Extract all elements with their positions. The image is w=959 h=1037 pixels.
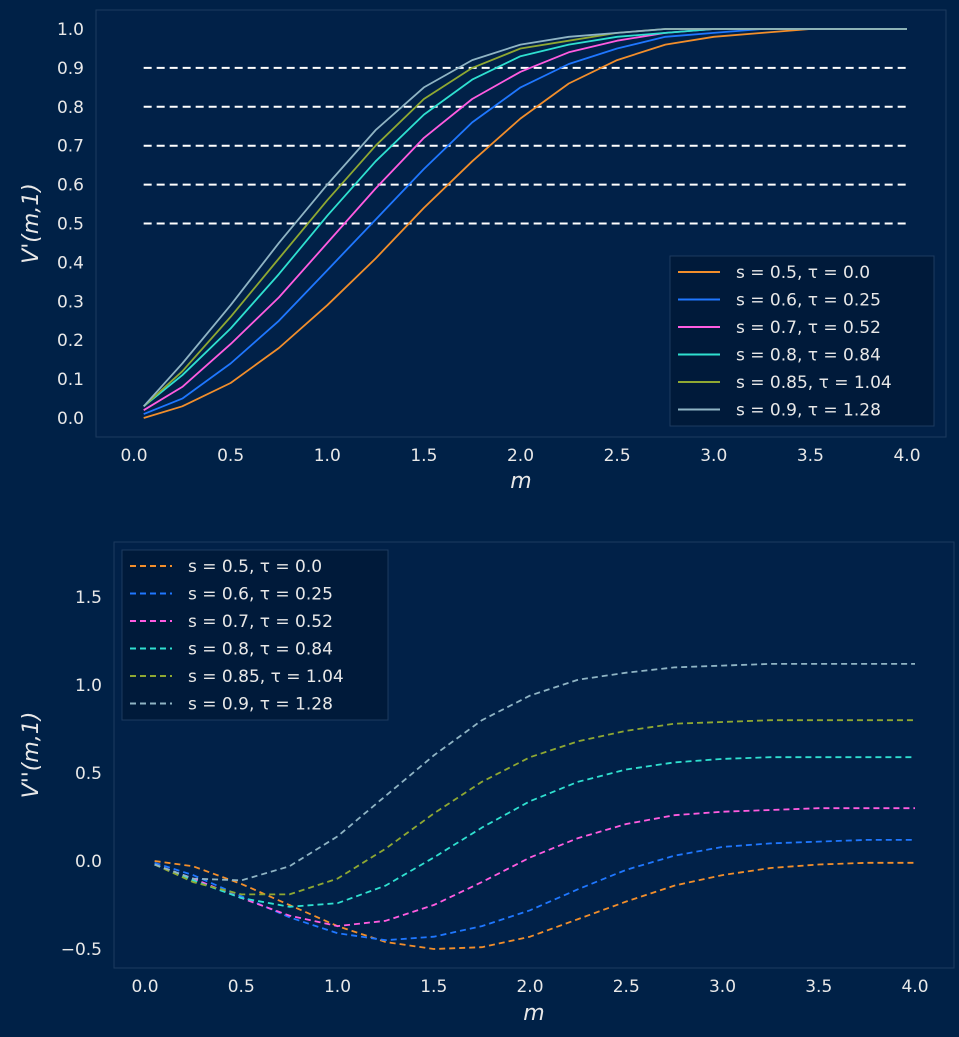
y-tick-label: 0.0: [75, 852, 102, 872]
y-tick-label: 1.0: [75, 676, 102, 696]
y-tick-label: 0.2: [57, 331, 84, 351]
x-tick-label: 1.0: [324, 977, 351, 997]
series-line: [154, 860, 915, 950]
x-tick-label: 2.5: [613, 977, 640, 997]
y-tick-label: 1.0: [57, 20, 84, 40]
x-tick-label: 3.5: [805, 977, 832, 997]
legend-box: [121, 549, 389, 721]
legend-label: s = 0.6, τ = 0.25: [188, 585, 333, 605]
y-tick-label: 0.1: [57, 370, 84, 390]
x-tick-label: 0.5: [228, 977, 255, 997]
y-tick-label: 0.0: [57, 409, 84, 429]
x-tick-label: 0.0: [120, 446, 147, 466]
y-axis-label: V'(m,1): [19, 183, 44, 264]
series-line: [154, 719, 915, 896]
legend-label: s = 0.85, τ = 1.04: [188, 667, 344, 687]
y-tick-label: 0.8: [57, 98, 84, 118]
x-tick-label: 1.5: [410, 446, 437, 466]
legend: s = 0.5, τ = 0.0 s = 0.6, τ = 0.25 s = 0.7…: [669, 255, 935, 427]
top-plot-vprime: 0.0 0.5 1.0 1.5 2.0 2.5 3.0 3.5 4.0 0.0 0.1 0.2 0.3 0…: [19, 9, 947, 494]
legend-label: s = 0.8, τ = 0.84: [736, 346, 881, 366]
y-tick-label: 1.5: [75, 588, 102, 608]
x-tick-label: 1.0: [314, 446, 341, 466]
legend-label: s = 0.9, τ = 1.28: [188, 695, 333, 715]
legend-label: s = 0.6, τ = 0.25: [736, 291, 881, 311]
y-tick-label: 0.5: [75, 764, 102, 784]
series-line: [143, 28, 907, 407]
legend-label: s = 0.85, τ = 1.04: [736, 373, 892, 393]
x-tick-label: 1.5: [420, 977, 447, 997]
y-tick-label: 0.9: [57, 59, 84, 79]
x-tick-label: 3.0: [700, 446, 727, 466]
x-axis-label: m: [510, 469, 531, 494]
series-line: [154, 663, 915, 882]
legend: s = 0.5, τ = 0.0 s = 0.6, τ = 0.25 s = 0.7…: [121, 549, 389, 721]
y-tick-label: 0.5: [57, 215, 84, 235]
series-line: [143, 28, 907, 419]
bottom-plot-vdoubleprime: 0.0 0.5 1.0 1.5 2.0 2.5 3.0 3.5 4.0 −0.5 0.0 0.5 1.0…: [19, 541, 955, 1026]
x-tick-label: 0.5: [217, 446, 244, 466]
legend-label: s = 0.9, τ = 1.28: [736, 401, 881, 421]
x-tick-label: 2.0: [507, 446, 534, 466]
x-tick-label: 3.5: [797, 446, 824, 466]
legend-label: s = 0.7, τ = 0.52: [736, 318, 881, 338]
series-line: [154, 756, 915, 908]
series-line: [154, 839, 915, 942]
series-line: [154, 807, 915, 927]
y-tick-label: 0.4: [57, 253, 84, 273]
x-tick-label: 3.0: [709, 977, 736, 997]
legend-label: s = 0.5, τ = 0.0: [736, 263, 870, 283]
legend-box: [669, 255, 935, 427]
legend-label: s = 0.8, τ = 0.84: [188, 640, 333, 660]
x-tick-label: 4.0: [893, 446, 920, 466]
y-tick-label: 0.7: [57, 137, 84, 157]
x-tick-label: 2.5: [604, 446, 631, 466]
x-tick-label: 0.0: [131, 977, 158, 997]
y-tick-label: 0.3: [57, 292, 84, 312]
x-tick-label: 4.0: [901, 977, 928, 997]
legend-label: s = 0.7, τ = 0.52: [188, 612, 333, 632]
x-tick-label: 2.0: [516, 977, 543, 997]
legend-label: s = 0.5, τ = 0.0: [188, 557, 322, 577]
y-tick-label: 0.6: [57, 176, 84, 196]
x-axis-label: m: [523, 1001, 544, 1026]
y-axis-label: V''(m,1): [19, 712, 44, 799]
y-tick-label: −0.5: [61, 940, 102, 960]
